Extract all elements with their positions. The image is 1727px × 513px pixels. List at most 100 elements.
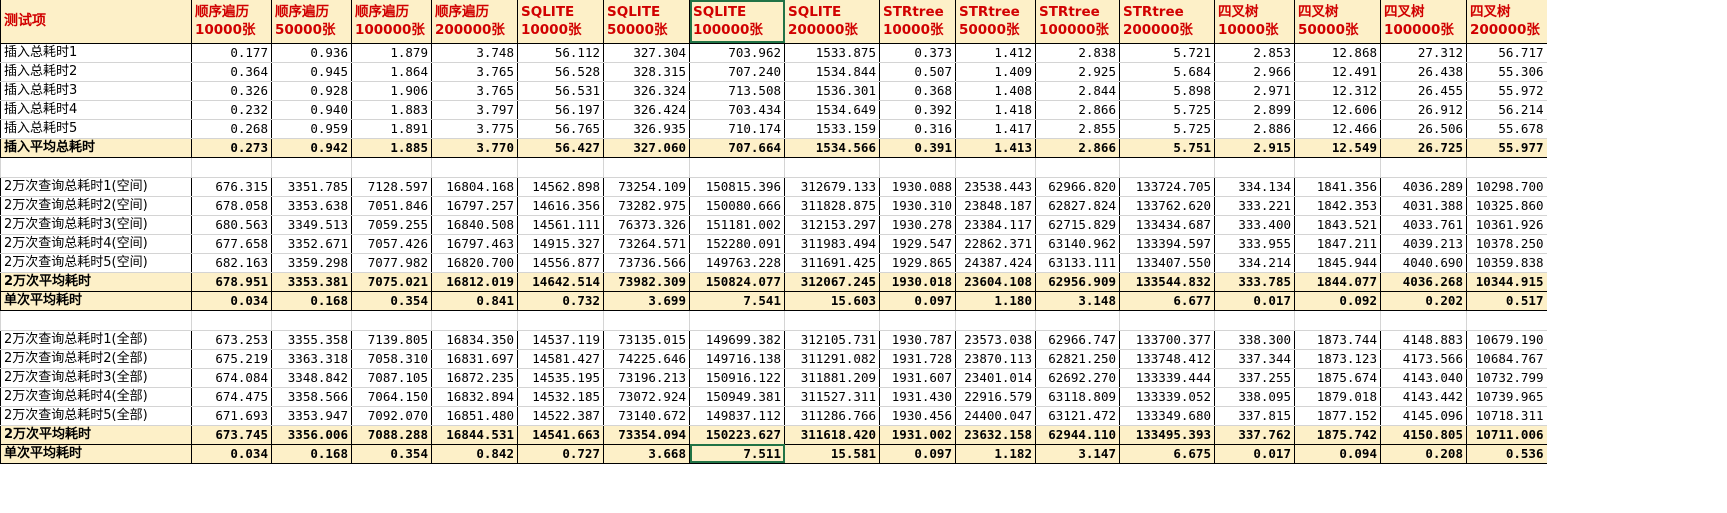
value-cell[interactable] [603, 157, 690, 178]
column-header[interactable]: 四叉树 50000张 [1294, 0, 1381, 44]
column-header[interactable]: SQLITE 10000张 [517, 0, 604, 44]
value-cell[interactable]: 7057.426 [351, 234, 432, 254]
value-cell[interactable]: 10679.190 [1466, 330, 1547, 350]
value-cell[interactable]: 3.765 [431, 81, 518, 101]
row-label-cell[interactable]: 插入平均总耗时 [0, 137, 192, 158]
value-cell[interactable]: 62692.270 [1035, 368, 1120, 388]
value-cell[interactable]: 2.866 [1035, 137, 1120, 158]
value-cell[interactable]: 1536.301 [784, 81, 880, 101]
value-cell[interactable] [689, 157, 785, 178]
value-cell[interactable]: 3.797 [431, 100, 518, 120]
value-cell[interactable]: 338.300 [1214, 330, 1295, 350]
value-cell[interactable]: 0.232 [191, 100, 272, 120]
value-cell[interactable]: 328.315 [603, 62, 690, 82]
value-cell[interactable]: 0.097 [879, 290, 956, 311]
value-cell[interactable]: 0.841 [431, 290, 518, 311]
value-cell[interactable]: 0.517 [1466, 290, 1547, 311]
value-cell[interactable]: 0.202 [1380, 290, 1467, 311]
value-cell[interactable]: 150916.122 [689, 368, 785, 388]
value-cell[interactable]: 56.528 [517, 62, 604, 82]
value-cell[interactable]: 73140.672 [603, 406, 690, 426]
value-cell[interactable]: 55.972 [1466, 81, 1547, 101]
value-cell[interactable]: 0.727 [517, 443, 604, 464]
value-cell[interactable]: 0.842 [431, 443, 518, 464]
value-cell[interactable]: 7077.982 [351, 253, 432, 273]
value-cell[interactable]: 0.034 [191, 443, 272, 464]
value-cell[interactable]: 23573.038 [955, 330, 1036, 350]
row-label-cell[interactable]: 2万次查询总耗时3(空间) [0, 215, 192, 235]
value-cell[interactable]: 0.732 [517, 290, 604, 311]
value-cell[interactable]: 7087.105 [351, 368, 432, 388]
value-cell[interactable]: 0.034 [191, 290, 272, 311]
value-cell[interactable]: 0.268 [191, 119, 272, 139]
value-cell[interactable] [271, 310, 352, 331]
value-cell[interactable]: 707.664 [689, 137, 785, 158]
row-label-cell[interactable]: 2万次查询总耗时5(空间) [0, 253, 192, 273]
value-cell[interactable]: 55.306 [1466, 62, 1547, 82]
value-cell[interactable]: 337.815 [1214, 406, 1295, 426]
value-cell[interactable]: 334.134 [1214, 177, 1295, 197]
value-cell[interactable]: 14535.195 [517, 368, 604, 388]
value-cell[interactable]: 0.942 [271, 137, 352, 158]
value-cell[interactable]: 27.312 [1380, 43, 1467, 63]
value-cell[interactable]: 0.368 [879, 81, 956, 101]
value-cell[interactable]: 62956.909 [1035, 271, 1120, 292]
column-header[interactable]: 顺序遍历 50000张 [271, 0, 352, 44]
value-cell[interactable]: 16851.480 [431, 406, 518, 426]
row-label-cell[interactable]: 2万次查询总耗时4(空间) [0, 234, 192, 254]
value-cell[interactable] [191, 157, 272, 178]
value-cell[interactable]: 3.765 [431, 62, 518, 82]
value-cell[interactable]: 2.886 [1214, 119, 1295, 139]
value-cell[interactable]: 1931.728 [879, 349, 956, 369]
value-cell[interactable]: 133349.680 [1119, 406, 1215, 426]
value-cell[interactable]: 149763.228 [689, 253, 785, 273]
value-cell[interactable]: 0.017 [1214, 290, 1295, 311]
value-cell[interactable]: 1930.787 [879, 330, 956, 350]
value-cell[interactable]: 73196.213 [603, 368, 690, 388]
value-cell[interactable]: 673.253 [191, 330, 272, 350]
value-cell[interactable]: 7051.846 [351, 196, 432, 216]
value-cell[interactable]: 4173.566 [1380, 349, 1467, 369]
value-cell[interactable]: 4031.388 [1380, 196, 1467, 216]
value-cell[interactable]: 2.855 [1035, 119, 1120, 139]
row-label-cell[interactable] [0, 310, 192, 331]
value-cell[interactable]: 0.097 [879, 443, 956, 464]
value-cell[interactable]: 674.084 [191, 368, 272, 388]
value-cell[interactable]: 326.424 [603, 100, 690, 120]
value-cell[interactable]: 1.883 [351, 100, 432, 120]
value-cell[interactable] [1119, 157, 1215, 178]
value-cell[interactable]: 7088.288 [351, 424, 432, 445]
value-cell[interactable]: 333.400 [1214, 215, 1295, 235]
value-cell[interactable]: 10298.700 [1466, 177, 1547, 197]
value-cell[interactable]: 678.058 [191, 196, 272, 216]
value-cell[interactable]: 24400.047 [955, 406, 1036, 426]
value-cell[interactable]: 4143.442 [1380, 387, 1467, 407]
value-cell[interactable]: 3.668 [603, 443, 690, 464]
value-cell[interactable]: 133394.597 [1119, 234, 1215, 254]
value-cell[interactable]: 333.221 [1214, 196, 1295, 216]
value-cell[interactable]: 14642.514 [517, 271, 604, 292]
value-cell[interactable]: 14537.119 [517, 330, 604, 350]
value-cell[interactable]: 5.684 [1119, 62, 1215, 82]
value-cell[interactable]: 73254.109 [603, 177, 690, 197]
value-cell[interactable]: 2.853 [1214, 43, 1295, 63]
value-cell[interactable]: 0.326 [191, 81, 272, 101]
value-cell[interactable] [1380, 157, 1467, 178]
row-label-cell[interactable]: 2万次查询总耗时3(全部) [0, 368, 192, 388]
value-cell[interactable]: 10684.767 [1466, 349, 1547, 369]
value-cell[interactable]: 2.844 [1035, 81, 1120, 101]
value-cell[interactable] [784, 157, 880, 178]
value-cell[interactable]: 0.168 [271, 290, 352, 311]
value-cell[interactable]: 3348.842 [271, 368, 352, 388]
value-cell[interactable]: 311618.420 [784, 424, 880, 445]
value-cell[interactable]: 0.928 [271, 81, 352, 101]
value-cell[interactable]: 14556.877 [517, 253, 604, 273]
value-cell[interactable]: 16872.235 [431, 368, 518, 388]
value-cell[interactable]: 1.906 [351, 81, 432, 101]
value-cell[interactable]: 73982.309 [603, 271, 690, 292]
value-cell[interactable]: 63121.472 [1035, 406, 1120, 426]
value-cell[interactable]: 311983.494 [784, 234, 880, 254]
value-cell[interactable]: 152280.091 [689, 234, 785, 254]
value-cell[interactable]: 1879.018 [1294, 387, 1381, 407]
value-cell[interactable]: 0.391 [879, 137, 956, 158]
